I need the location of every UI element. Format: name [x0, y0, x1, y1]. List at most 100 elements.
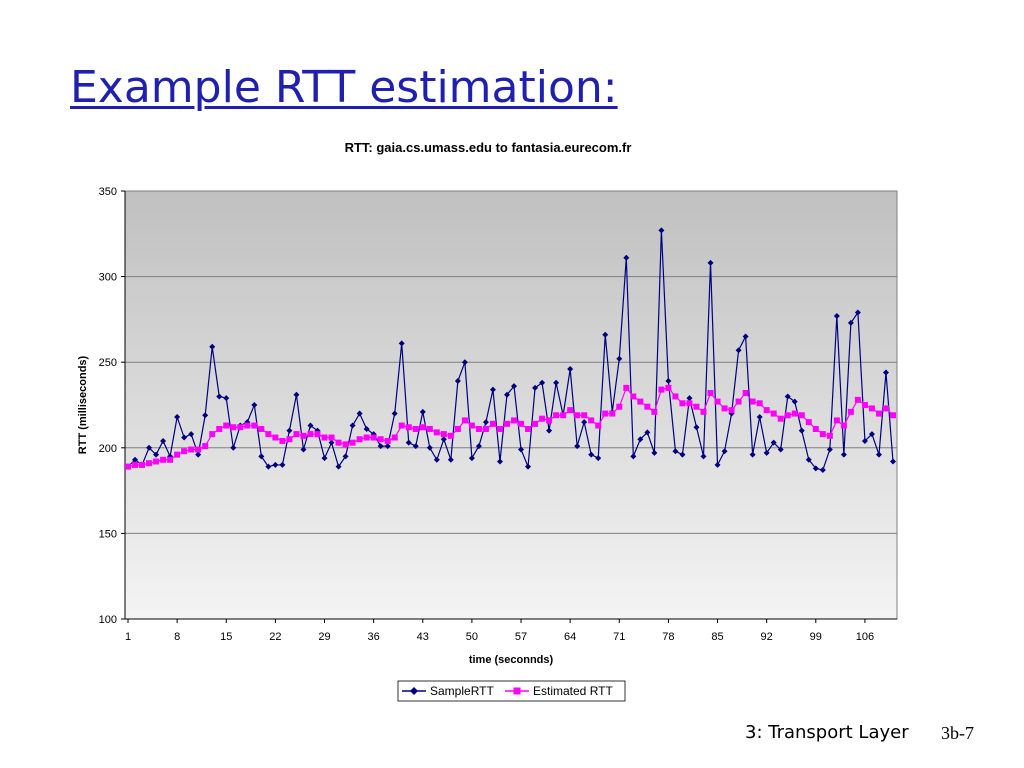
sample-point-44 [426, 444, 433, 451]
estimated-point-97 [798, 412, 805, 419]
estimated-point-35 [363, 434, 370, 441]
estimated-point-47 [447, 432, 454, 439]
sample-point-58 [525, 463, 532, 470]
sample-point-108 [875, 451, 882, 458]
y-tick-label-250: 250 [99, 357, 117, 369]
estimated-point-13 [209, 431, 216, 438]
estimated-point-100 [819, 431, 826, 438]
sample-point-38 [384, 443, 391, 450]
sample-point-62 [553, 379, 560, 386]
estimated-point-43 [419, 424, 426, 431]
estimated-point-63 [560, 412, 567, 419]
legend-estimated-label: Estimated RTT [533, 684, 613, 698]
sample-point-13 [209, 343, 216, 350]
estimated-point-75 [644, 403, 651, 410]
estimated-point-30 [328, 434, 335, 441]
estimated-point-20 [258, 425, 265, 432]
estimated-point-58 [525, 425, 532, 432]
x-tick-label-78: 78 [662, 631, 674, 643]
sample-point-15 [223, 395, 230, 402]
sample-point-89 [742, 333, 749, 340]
legend-estimated-marker [513, 687, 521, 695]
sample-point-2 [132, 456, 139, 463]
x-tick-label-50: 50 [466, 631, 478, 643]
estimated-point-38 [384, 437, 391, 444]
sample-point-73 [630, 453, 637, 460]
x-tick-label-71: 71 [613, 631, 625, 643]
sample-point-49 [461, 359, 468, 366]
y-tick-label-200: 200 [99, 443, 117, 455]
sample-point-45 [433, 456, 440, 463]
sample-point-69 [602, 331, 609, 338]
estimated-point-44 [426, 425, 433, 432]
sample-point-101 [826, 446, 833, 453]
estimated-point-80 [679, 400, 686, 407]
sample-point-35 [363, 425, 370, 432]
slide-title: Example RTT estimation: [70, 62, 618, 113]
estimated-point-91 [756, 400, 763, 407]
sample-point-48 [454, 378, 461, 385]
estimated-point-8 [174, 451, 181, 458]
estimated-point-68 [595, 422, 602, 429]
x-tick-label-15: 15 [220, 631, 232, 643]
estimated-point-26 [300, 432, 307, 439]
estimated-point-83 [700, 408, 707, 415]
estimated-point-12 [202, 443, 209, 450]
x-tick-label-64: 64 [564, 631, 576, 643]
sample-point-77 [658, 227, 665, 234]
estimated-point-4 [146, 460, 153, 467]
sample-point-6 [160, 437, 167, 444]
sample-point-88 [735, 347, 742, 354]
estimated-point-40 [398, 422, 405, 429]
estimated-point-1 [125, 463, 131, 470]
estimated-point-16 [230, 424, 237, 431]
estimated-point-21 [265, 431, 272, 438]
sample-point-82 [693, 424, 700, 431]
estimated-point-65 [574, 412, 581, 419]
x-tick-label-8: 8 [174, 631, 180, 643]
estimated-point-32 [342, 441, 349, 448]
sample-point-90 [749, 451, 756, 458]
y-tick-label-100: 100 [99, 614, 117, 626]
sample-point-16 [230, 444, 237, 451]
sample-point-99 [812, 465, 819, 472]
x-tick-label-36: 36 [368, 631, 380, 643]
estimated-point-106 [861, 402, 868, 408]
sample-point-107 [868, 431, 875, 438]
sample-point-61 [546, 427, 553, 434]
estimated-point-45 [433, 429, 440, 436]
sample-point-56 [511, 383, 518, 390]
estimated-point-72 [623, 384, 630, 391]
sample-point-40 [398, 340, 405, 347]
estimated-point-36 [370, 434, 377, 441]
estimated-point-39 [391, 434, 398, 441]
sample-point-72 [623, 254, 630, 261]
estimated-point-93 [770, 410, 777, 417]
estimated-point-90 [749, 398, 756, 405]
estimated-point-17 [237, 424, 244, 431]
estimated-point-60 [539, 415, 546, 422]
x-tick-label-43: 43 [417, 631, 429, 643]
estimated-point-98 [805, 419, 812, 426]
estimated-point-101 [826, 432, 833, 439]
estimated-point-94 [777, 415, 784, 422]
sample-point-66 [581, 419, 588, 426]
estimated-point-2 [132, 461, 139, 468]
estimated-point-34 [356, 436, 363, 443]
sample-point-81 [686, 395, 693, 402]
x-tick-label-1: 1 [125, 631, 131, 643]
sample-point-97 [798, 427, 805, 434]
sample-point-47 [447, 456, 454, 463]
estimated-point-23 [279, 437, 286, 444]
estimated-point-54 [496, 425, 503, 432]
estimated-point-96 [791, 410, 798, 417]
sample-point-71 [616, 355, 623, 362]
legend: SampleRTT Estimated RTT [397, 680, 626, 702]
y-axis-title: RTT (milliseconds) [77, 355, 89, 454]
sample-point-92 [763, 449, 770, 456]
x-tick-label-99: 99 [810, 631, 822, 643]
estimated-point-109 [882, 405, 889, 412]
y-tick-label-350: 350 [99, 186, 117, 198]
sample-point-27 [307, 422, 314, 429]
sample-point-52 [482, 419, 489, 426]
